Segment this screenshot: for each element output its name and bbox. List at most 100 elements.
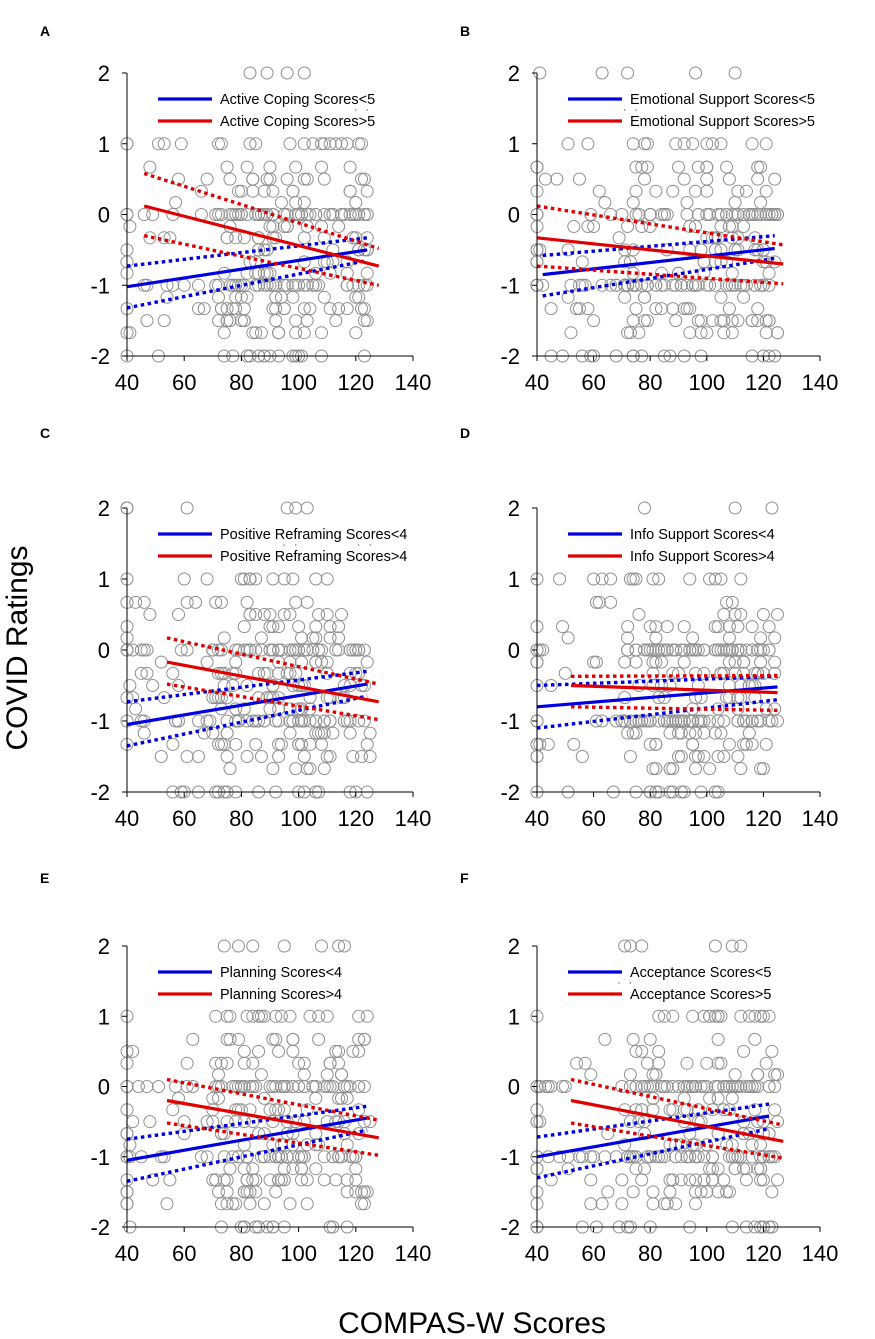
data-point [618, 655, 632, 669]
data-point [214, 1080, 228, 1093]
data-point [680, 1080, 694, 1093]
x-axis-title: COMPAS-W Scores [338, 1307, 606, 1339]
data-point [309, 1138, 323, 1152]
legend-label: Info Support Scores<4 [630, 527, 775, 543]
data-point [123, 326, 137, 340]
data-point [289, 160, 303, 174]
data-point [220, 1032, 234, 1046]
series-low-ci-upper-line [536, 674, 778, 688]
data-point [212, 208, 225, 221]
data-point [234, 1103, 248, 1117]
data-point [209, 1009, 223, 1023]
data-point [274, 290, 288, 304]
data-point [573, 172, 586, 186]
legend-label: Planning Scores<4 [220, 965, 342, 981]
panel-e: E -2 -1 0 1 2 40 60 80 100 120 140 Planning Scores<4… [40, 870, 431, 1266]
data-point [300, 172, 314, 186]
panel-a: A -2 -1 0 1 2 40 60 80 100 120 140 Active Coping Sco… [40, 23, 431, 395]
data-point [317, 208, 331, 221]
data-point [706, 1150, 719, 1164]
data-point [320, 1080, 334, 1093]
data-point [623, 326, 637, 340]
data-point [277, 572, 291, 586]
data-point [728, 1068, 742, 1082]
series-low-ci-lower-line [126, 1128, 368, 1183]
data-point [697, 1009, 711, 1023]
data-point [722, 737, 736, 751]
data-point [297, 278, 311, 292]
data-point [312, 608, 326, 621]
data-point [737, 290, 751, 304]
data-point [734, 691, 748, 705]
data-point [703, 714, 717, 728]
data-point [700, 231, 714, 245]
data-point [629, 302, 643, 316]
data-point [257, 243, 271, 257]
data-point [257, 208, 271, 221]
data-point [714, 314, 728, 328]
data-point [315, 939, 328, 953]
data-point [689, 184, 702, 198]
data-point [340, 255, 354, 269]
data-point [254, 631, 268, 645]
y-tick-label: 0 [98, 203, 110, 228]
data-point [638, 643, 651, 657]
data-point [269, 290, 283, 304]
data-point [309, 631, 323, 645]
data-point [269, 1185, 283, 1199]
x-tick-label: 60 [172, 1241, 196, 1266]
data-point [703, 208, 717, 221]
data-point [292, 208, 306, 221]
data-point [711, 1162, 725, 1176]
data-point [691, 643, 705, 657]
data-point [722, 220, 736, 233]
data-point [629, 278, 643, 292]
data-point [640, 1080, 654, 1093]
data-point [700, 1185, 714, 1199]
data-point [335, 1091, 348, 1105]
data-point [229, 231, 243, 245]
data-point [263, 1173, 277, 1187]
data-point [295, 208, 308, 221]
data-point [615, 1080, 629, 1093]
data-point [626, 1150, 640, 1164]
data-point [771, 1068, 784, 1082]
series-high-ci-upper-line [166, 636, 380, 686]
data-point [649, 1150, 663, 1164]
data-point [309, 572, 323, 586]
data-point [691, 714, 705, 728]
data-point [711, 714, 725, 728]
data-point [703, 1091, 717, 1105]
data-point [326, 726, 340, 740]
data-point [177, 1115, 191, 1129]
data-point [629, 160, 643, 174]
data-point [575, 1150, 589, 1164]
data-point [223, 762, 237, 776]
y-tick-label: -2 [90, 780, 110, 805]
data-point [558, 1080, 572, 1093]
data-point [632, 326, 646, 340]
data-point [126, 1115, 140, 1129]
legend-label: Positive Reframing Scores>4 [220, 549, 407, 565]
data-point [329, 1044, 343, 1058]
data-point [711, 620, 725, 634]
data-point [595, 1197, 609, 1211]
data-point [217, 1173, 231, 1187]
data-point [686, 714, 700, 728]
data-point [657, 208, 671, 221]
data-point [703, 572, 717, 586]
data-point [303, 691, 317, 705]
data-point [194, 1150, 208, 1164]
panel-label: D [460, 425, 470, 441]
y-tick-label: -2 [90, 1215, 110, 1240]
data-point [581, 137, 595, 151]
data-point [601, 1185, 615, 1199]
data-point [240, 1173, 254, 1187]
data-point [541, 737, 555, 751]
data-point [686, 737, 700, 751]
series-high-ci-upper-line [570, 673, 778, 678]
data-point [323, 1080, 337, 1093]
data-point [323, 1056, 337, 1070]
data-point [623, 714, 637, 728]
data-point [357, 1185, 371, 1199]
